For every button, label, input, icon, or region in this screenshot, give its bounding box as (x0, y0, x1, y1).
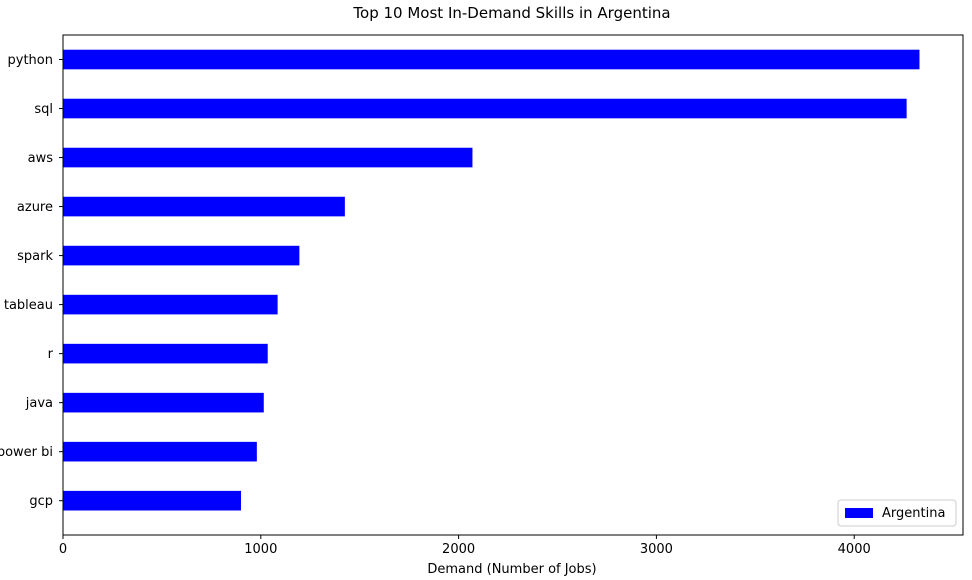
bar-tableau (63, 294, 278, 315)
bar-azure (63, 196, 345, 217)
y-tick-label: r (48, 347, 54, 362)
y-axis-ticks: python sql aws azure spark tableau r java power … (0, 53, 63, 509)
x-tick-label: 4000 (838, 542, 871, 557)
bar-spark (63, 245, 300, 266)
legend-box (837, 499, 957, 527)
plot-frame (62, 34, 964, 536)
bar-r (63, 343, 268, 364)
x-axis-label: Demand (Number of Jobs) (427, 562, 596, 577)
chart-title: Top 10 Most In-Demand Skills in Argentin… (352, 4, 670, 22)
x-tick-label: 2000 (442, 542, 475, 557)
y-tick-label: java (25, 396, 53, 411)
legend-swatch (845, 508, 873, 518)
bar-power-bi (63, 441, 257, 462)
bar-aws (63, 147, 473, 168)
y-tick-label: azure (17, 200, 53, 215)
x-tick-label: 0 (59, 542, 67, 557)
y-tick-label: aws (28, 151, 54, 166)
bars-group (63, 49, 920, 511)
bar-java (63, 392, 264, 413)
x-tick-label: 3000 (640, 542, 673, 557)
bar-sql (63, 98, 907, 119)
y-tick-label: python (8, 53, 53, 68)
bar-python (63, 49, 920, 70)
bar-gcp (63, 490, 242, 511)
x-tick-label: 1000 (244, 542, 277, 557)
x-axis-ticks: 0 1000 2000 3000 4000 (59, 535, 871, 557)
y-tick-label: gcp (29, 494, 53, 509)
y-tick-label: power bi (0, 445, 53, 460)
y-tick-label: tableau (4, 298, 53, 313)
y-tick-label: spark (17, 249, 53, 264)
y-tick-label: sql (34, 102, 53, 117)
legend-entry-label: Argentina (882, 506, 945, 521)
legend: Argentina (837, 499, 957, 527)
